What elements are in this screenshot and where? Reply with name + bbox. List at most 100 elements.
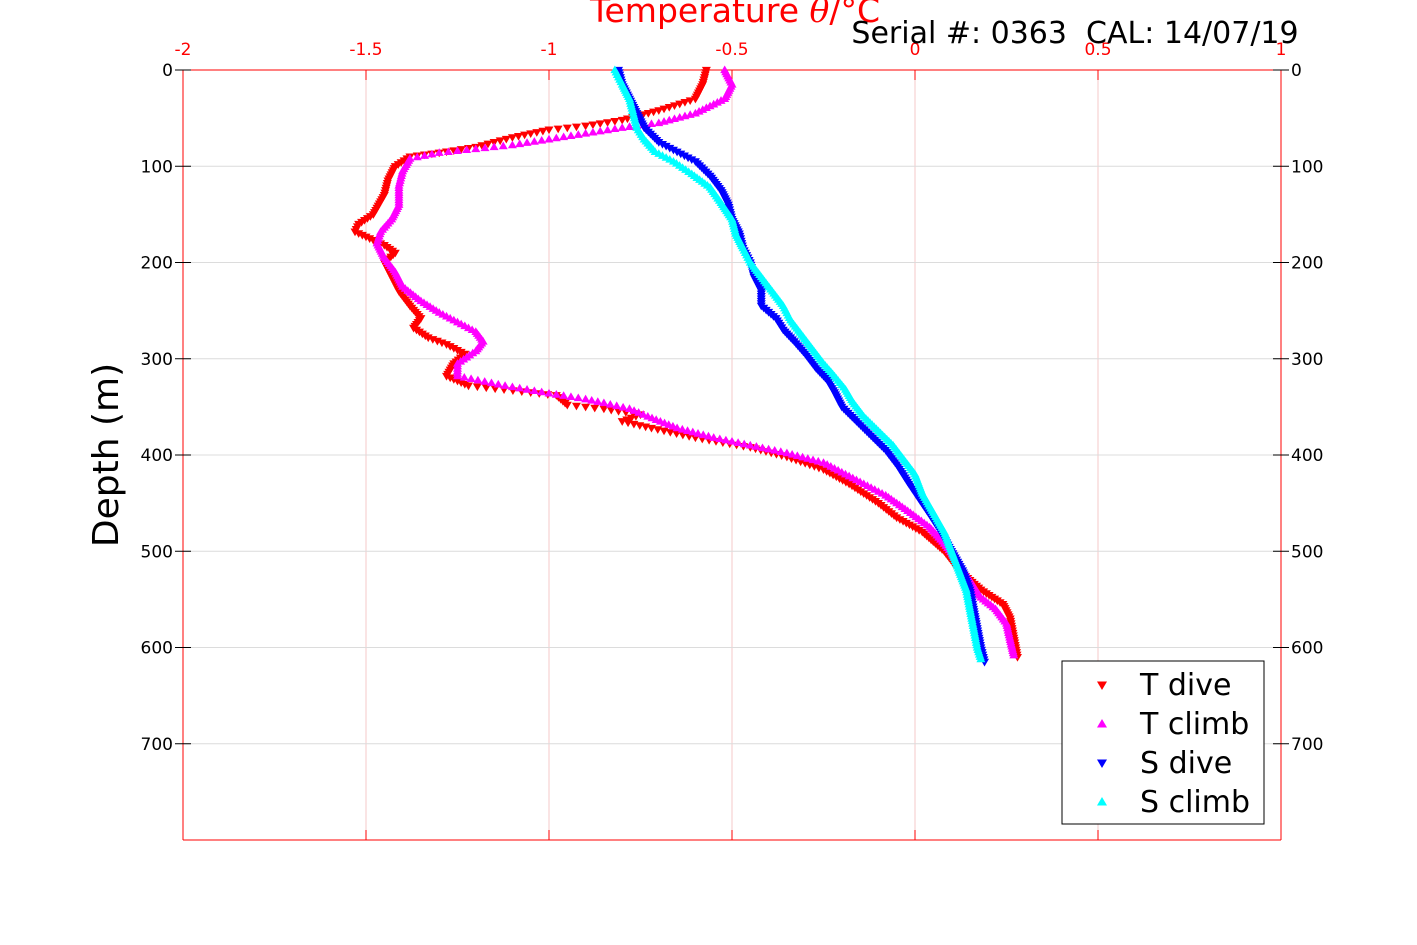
y-tick-label-left: 100 [141,157,173,177]
data-point [685,110,695,118]
data-point [453,371,462,380]
data-point [581,394,591,403]
data-point [676,150,686,159]
y-tick-label-left: 700 [141,735,173,755]
data-point [573,393,583,402]
data-point [664,115,674,124]
legend-marker [1097,681,1107,690]
grid [183,70,1281,840]
data-point [466,374,476,382]
data-point [581,129,591,137]
data-point [976,654,986,663]
data-point [654,118,664,127]
data-point [566,131,576,139]
data-point [677,424,687,433]
data-point [803,454,813,462]
data-point [1009,650,1019,659]
data-point [453,146,462,154]
data-point [733,438,743,446]
data-point [453,346,462,355]
legend: T dive T climb S dive S climb [1061,660,1265,825]
data-point [571,123,581,132]
data-point [813,456,823,465]
data-point [498,141,508,150]
data-point [537,387,547,396]
data-point [507,382,517,391]
legend-marker [1097,719,1107,728]
data-point [581,403,591,412]
data-point [709,433,719,441]
data-point [599,398,609,407]
x-tick-label: 1 [1276,40,1287,60]
data-point [480,377,490,385]
data-point [581,122,591,131]
data-marks [350,65,1022,667]
data-point [661,142,671,151]
data-point [562,124,572,133]
data-point [522,385,532,393]
data-point [688,427,698,436]
x-tick-label: 0.5 [1084,40,1111,60]
data-point [659,117,669,125]
data-point [625,122,635,130]
data-point [672,423,682,432]
data-point [486,378,496,387]
data-point [443,147,453,155]
data-point [603,119,613,127]
x-tick-label: -0.5 [715,40,748,60]
legend-marker [1097,797,1107,806]
data-point [471,144,481,153]
data-point [679,152,689,161]
y-tick-label-right: 500 [1291,542,1323,562]
data-point [617,123,627,131]
data-point [412,152,422,161]
data-point [515,139,525,148]
data-point [787,449,797,458]
data-point [782,448,792,457]
legend-label: T dive [1139,668,1231,703]
data-point [629,406,639,414]
data-point [638,410,648,418]
data-point [618,402,628,411]
data-point [559,391,569,399]
legend-label: S dive [1140,746,1232,781]
data-point [559,132,569,141]
data-point [770,446,780,454]
data-point [573,130,583,138]
x-tick-label: -1.5 [349,40,382,60]
legend-box [1061,660,1265,825]
y-tick-label-right: 300 [1291,350,1323,370]
data-point [445,343,455,351]
data-point [727,437,737,445]
data-point [657,140,667,149]
data-point [420,151,430,159]
y-tick-label-left: 400 [141,446,173,466]
x-axis-title: Temperature θ/°C [589,0,880,30]
data-point [595,120,605,129]
data-point [472,383,482,392]
data-point [529,137,539,145]
data-point [489,142,499,151]
y-tick-label-right: 700 [1291,735,1323,755]
data-point [544,388,554,397]
data-point [690,108,700,117]
legend-label: T climb [1139,707,1249,742]
y-tick-label-left: 0 [162,61,173,81]
data-point [683,154,693,163]
data-point [721,435,731,444]
data-point [745,440,755,449]
data-point [473,375,483,384]
data-point [588,121,598,130]
data-point [529,386,539,394]
data-point [500,381,510,389]
data-point [553,125,563,134]
data-point [739,439,749,448]
data-point [590,404,600,413]
y-tick-label-right: 400 [1291,446,1323,466]
data-point [751,442,761,450]
x-tick-label: -1 [541,40,558,60]
data-point [480,143,490,152]
data-point [605,399,615,408]
